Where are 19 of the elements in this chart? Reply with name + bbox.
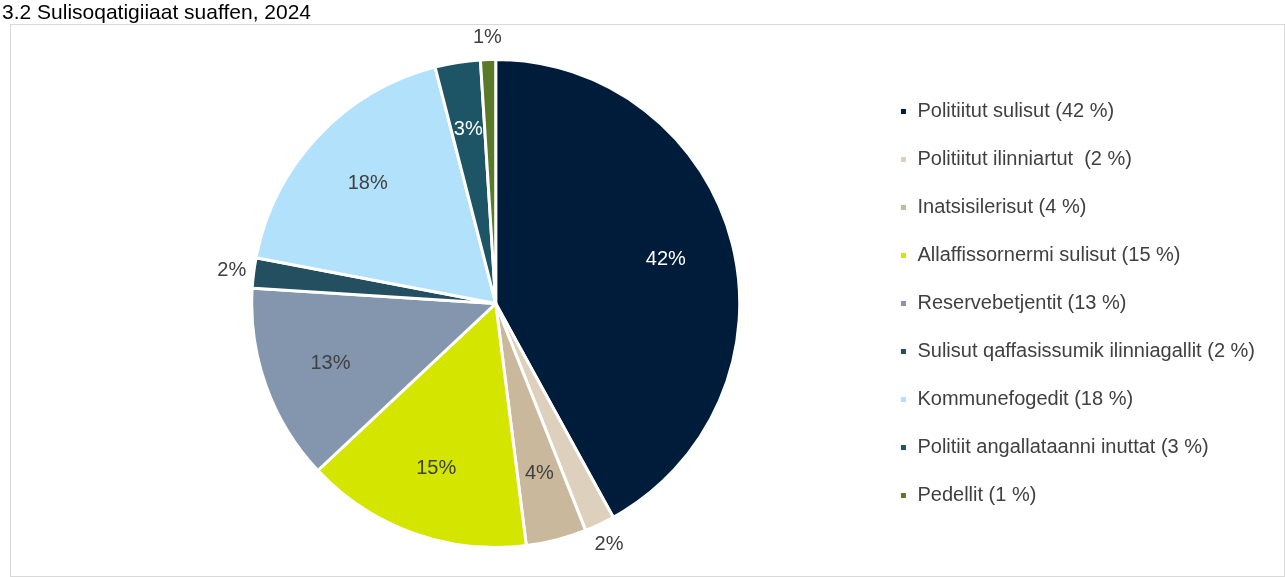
legend-label: Pedellit (1 %) <box>917 483 1037 506</box>
data-label: 2% <box>217 257 247 280</box>
chart-title: 3.2 Sulisoqatigiiaat suaffen, 2024 <box>2 0 312 24</box>
legend-label: Kommunefogedit (18 %) <box>917 387 1134 410</box>
data-label: 42% <box>645 247 687 270</box>
legend-label: Allaffissornermi sulisut (15 %) <box>917 243 1181 266</box>
data-label: 18% <box>347 170 388 193</box>
legend-label: Reservebetjentit (13 %) <box>917 291 1127 314</box>
data-label: 15% <box>416 456 457 479</box>
legend-label: Sulisut qaffasissumik ilinniagallit (2 %) <box>917 339 1256 362</box>
data-label: 2% <box>594 531 624 554</box>
data-label: 4% <box>524 461 555 484</box>
legend-label: Inatsisilerisut (4 %) <box>917 195 1087 218</box>
data-label: 13% <box>310 350 351 373</box>
legend-label: Politiitut ilinniartut (2 %) <box>917 147 1132 170</box>
legend-label: Politiit angallataanni inuttat (3 %) <box>917 435 1209 458</box>
data-label: 3% <box>453 117 483 140</box>
data-label: 1% <box>472 25 503 48</box>
legend-label: Politiitut sulisut (42 %) <box>917 99 1115 122</box>
